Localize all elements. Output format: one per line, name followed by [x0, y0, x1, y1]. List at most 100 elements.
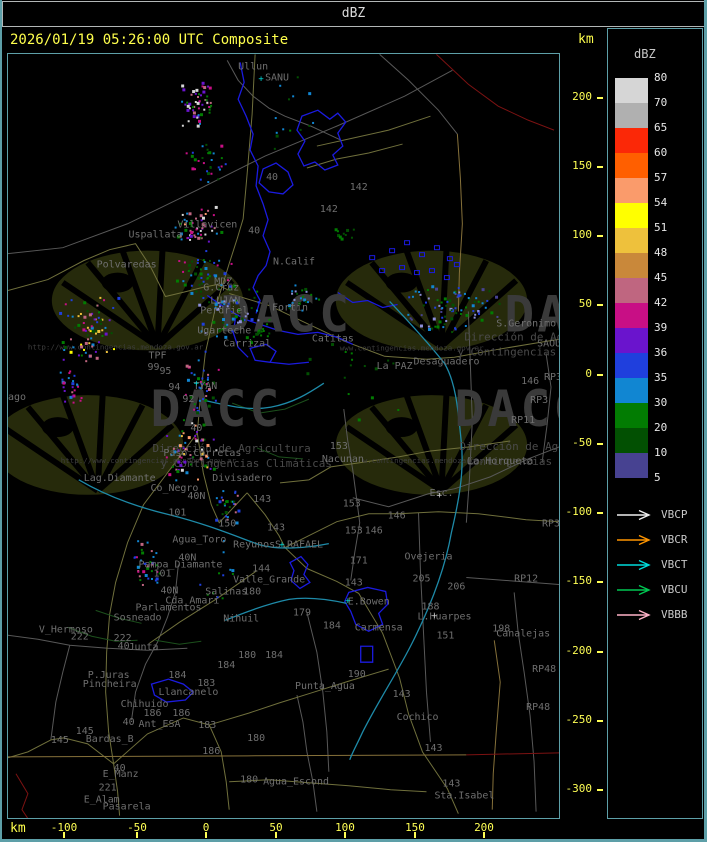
place-label: 40N — [160, 585, 178, 596]
station-marker-icon: + — [345, 596, 350, 606]
map-line-gray — [226, 60, 342, 141]
x-axis-unit-label: km — [10, 821, 26, 836]
place-label: L.Huarpes — [418, 611, 472, 622]
watermark-url: http://www.contingencias.mendoza.gov.ar — [28, 342, 204, 351]
colorbar-value-label: 20 — [654, 421, 668, 434]
colorbar-value-label: 10 — [654, 446, 668, 459]
place-label: RP3 — [542, 519, 559, 530]
x-axis-tick — [275, 832, 277, 838]
map-line-gray — [465, 311, 473, 523]
place-label: Pincheira — [83, 679, 137, 690]
place-label: Lag.Diamante — [84, 473, 156, 484]
y-axis-tick — [597, 166, 603, 168]
watermark-url: www.contingencias.mendoza.gov.ar — [340, 343, 484, 352]
place-label: 206 — [447, 581, 465, 592]
place-label: 40 — [118, 641, 130, 652]
map-line-water — [237, 62, 271, 314]
y-axis-tick-label: -200 — [565, 644, 593, 657]
place-label: Llancanelo — [158, 687, 218, 698]
place-label: TPF — [148, 350, 166, 361]
colorbar-band — [615, 403, 648, 428]
dacc-eye-watermark — [51, 249, 244, 351]
map-line-water — [337, 291, 398, 309]
place-label: 99 — [147, 362, 159, 373]
place-label: Sosneado — [114, 612, 162, 623]
place-label: Agua_Toro — [172, 535, 226, 546]
place-label: 222 — [114, 633, 132, 644]
map-line-water — [232, 314, 249, 358]
legend-row: VBCP — [616, 504, 688, 521]
legend-row: VBCU — [616, 579, 688, 596]
place-label: ago — [8, 392, 26, 403]
x-axis-tick-label: 150 — [405, 821, 425, 834]
y-axis-tick — [597, 304, 603, 306]
place-label: SAOU — [537, 338, 559, 349]
colorbar-band — [615, 303, 648, 328]
place-label: RP3 — [530, 395, 548, 406]
colorbar-band — [615, 453, 648, 478]
place-label: Nacunan — [322, 454, 364, 465]
place-label: La Horqueta — [467, 456, 533, 467]
vector-arrow-icon — [617, 509, 651, 520]
y-axis-tick-label: 50 — [578, 297, 592, 310]
y-axis-tick-label: -100 — [565, 505, 593, 518]
place-label: Carmensa — [355, 622, 403, 633]
place-label: Cda_Amari — [165, 595, 219, 606]
map-line-road — [8, 739, 52, 759]
y-axis-unit-label: km — [578, 32, 594, 47]
map-line-dgreen — [256, 447, 303, 460]
vector-arrow-icon — [617, 559, 651, 570]
place-label: MDZ — [214, 277, 232, 288]
water-pond — [446, 256, 453, 262]
legend-label: VBCP — [661, 508, 688, 521]
y-axis-tick-label: -50 — [572, 436, 592, 449]
map-line-tan — [491, 640, 501, 810]
place-label: 183 — [197, 678, 215, 689]
place-label: Junta — [129, 642, 159, 653]
place-label: 143 — [345, 577, 363, 588]
place-label: 186 — [202, 746, 220, 757]
place-label: Bardas_B — [86, 734, 134, 745]
place-label: 94 — [168, 382, 180, 393]
water-pond — [414, 270, 421, 276]
place-label: 198 — [492, 623, 510, 634]
map-line-water — [296, 109, 347, 171]
map-line-water — [269, 361, 309, 365]
map-line-red — [466, 752, 559, 756]
watermark-subtitle: Dirección de Agricultura — [459, 440, 559, 453]
place-label: RP11 — [511, 415, 535, 426]
place-label: Nihuil — [223, 613, 259, 624]
map-line-gray — [8, 634, 188, 651]
colorbar-band — [615, 153, 648, 178]
map-line-road — [316, 115, 431, 147]
colorbar-band — [615, 178, 648, 203]
map-line-river — [349, 301, 463, 761]
place-label: N.Calif — [273, 257, 315, 268]
dacc-eye-watermark — [335, 394, 528, 495]
map-line-water — [249, 343, 277, 363]
place-label: 180 — [247, 733, 265, 744]
vector-arrow-icon — [617, 584, 651, 595]
place-label: RP48 — [526, 702, 550, 713]
water-pond — [419, 252, 425, 258]
dacc-watermark-text: DACC — [454, 380, 559, 438]
y-axis-tick — [597, 97, 603, 99]
place-label: E_Manz — [103, 769, 139, 780]
place-label: Perdriel — [200, 305, 248, 316]
map-line-water — [344, 586, 389, 633]
watermark-url: w.contingencias.mendoza.gov.ar — [363, 456, 498, 465]
place-label: Desaguadero — [414, 356, 480, 367]
place-label: 146 — [365, 526, 383, 537]
y-axis-tick-label: -150 — [565, 574, 593, 587]
place-label: 184 — [323, 620, 341, 631]
map-line-water — [206, 294, 354, 345]
place-label: 151 — [436, 630, 454, 641]
water-pond — [369, 255, 376, 261]
place-label: 144 — [252, 564, 270, 575]
x-axis-tick-label: 50 — [269, 821, 283, 834]
colorbar-band — [615, 353, 648, 378]
colorbar-band — [615, 203, 648, 228]
water-pond — [433, 245, 440, 251]
